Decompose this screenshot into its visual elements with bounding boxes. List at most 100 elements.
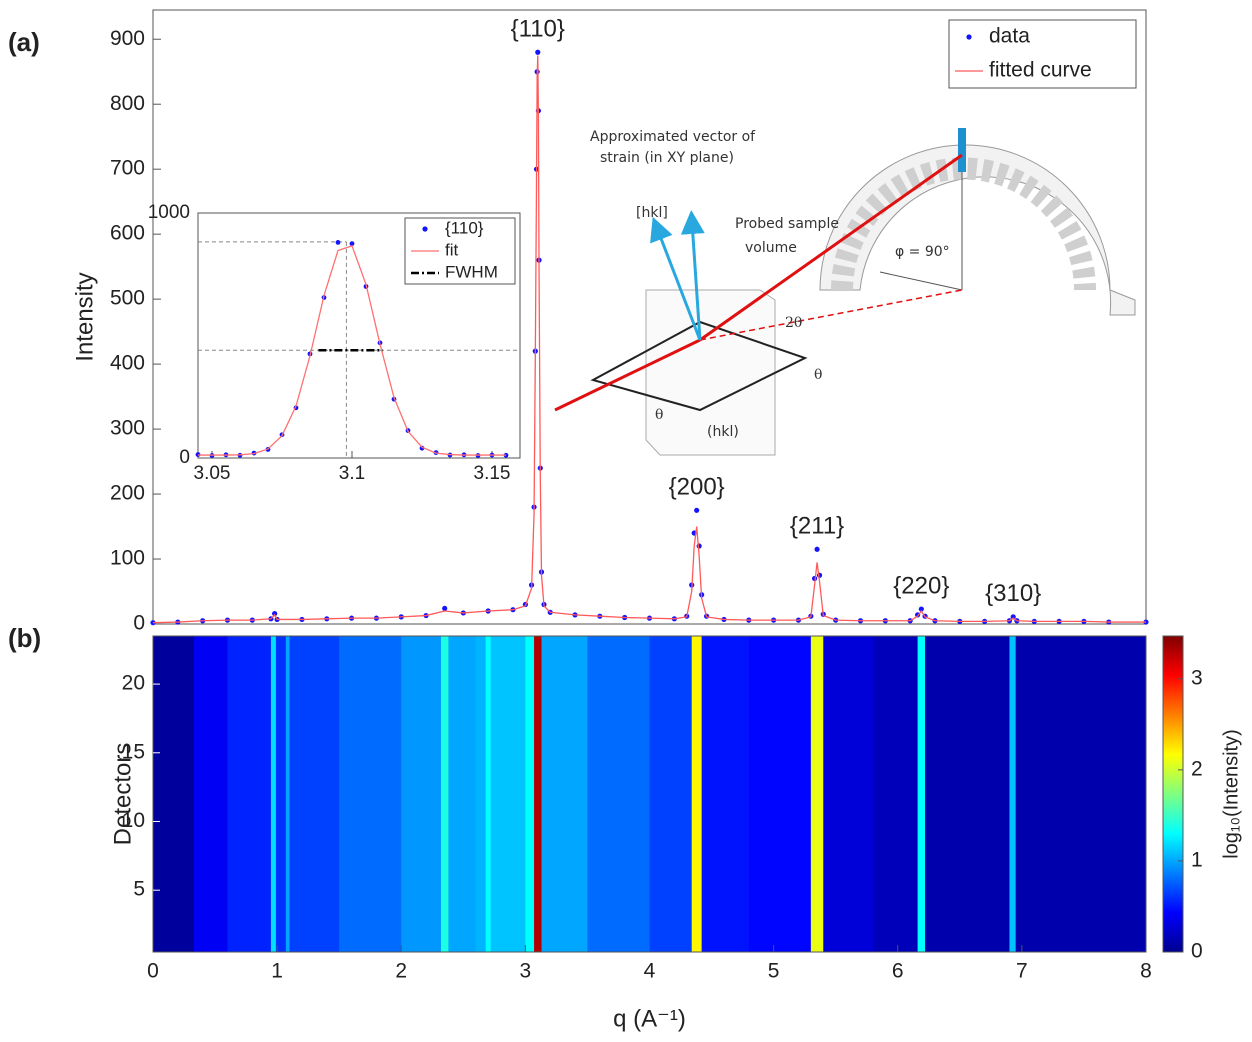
fit-line bbox=[152, 55, 1146, 624]
colorbar-tick-label: 0 bbox=[1191, 940, 1203, 963]
legend-symbol bbox=[966, 34, 972, 40]
diagram-label: θ bbox=[655, 407, 663, 423]
data-point bbox=[696, 543, 702, 549]
y-tick-label: 5 bbox=[133, 878, 145, 901]
colorbar-tick-label: 3 bbox=[1191, 666, 1203, 689]
data-point bbox=[419, 445, 425, 451]
heatmap-cell bbox=[587, 636, 650, 952]
diagram-label: Approximated vector of bbox=[590, 129, 756, 145]
x-tick-label: 8 bbox=[1140, 960, 1152, 983]
y-tick-label: 200 bbox=[110, 482, 145, 505]
fit-line bbox=[198, 245, 506, 456]
data-point bbox=[814, 546, 820, 552]
data-point bbox=[272, 611, 278, 617]
inset: 0 1000 3.05 3.1 3.15 {110} fit FWHM bbox=[148, 202, 521, 484]
x-tick-label: 4 bbox=[644, 960, 656, 983]
heatmap-cell bbox=[701, 636, 750, 952]
colorbar-tick-label: 2 bbox=[1191, 757, 1203, 780]
x-tick-label: 1 bbox=[271, 960, 283, 983]
heatmap-cell bbox=[541, 636, 588, 952]
y-tick-label: 0 bbox=[133, 612, 145, 635]
x-tick-label: 6 bbox=[892, 960, 904, 983]
data-point bbox=[442, 605, 448, 612]
hkl-vector bbox=[650, 216, 702, 341]
y-axis-label: Detectors bbox=[109, 743, 136, 846]
legend-label: fitted curve bbox=[989, 59, 1092, 82]
heatmap-cell bbox=[925, 636, 973, 952]
legend-label: FWHM bbox=[445, 262, 498, 281]
y-tick-label: 400 bbox=[110, 352, 145, 375]
heatmap-cell bbox=[485, 636, 492, 952]
heatmap-cell bbox=[339, 636, 402, 952]
y-tick-label: 1000 bbox=[148, 202, 190, 223]
diagram: Approximated vector of strain (in XY pla… bbox=[466, 128, 1136, 456]
y-tick-label: 20 bbox=[122, 672, 145, 695]
heatmap-cell bbox=[534, 636, 542, 952]
panel-label: (b) bbox=[8, 623, 41, 653]
data-point bbox=[535, 49, 541, 55]
x-tick-label: 3 bbox=[520, 960, 532, 983]
y-tick-label: 15 bbox=[122, 740, 145, 763]
diagram-label: volume bbox=[745, 240, 797, 256]
legend-label: fit bbox=[445, 240, 459, 259]
x-tick-label: 3.05 bbox=[194, 463, 231, 484]
colorbar-tick-label: 1 bbox=[1191, 848, 1203, 871]
y-tick-label: 800 bbox=[110, 92, 145, 115]
y-tick-label: 600 bbox=[110, 222, 145, 245]
hkl-plane bbox=[590, 320, 808, 412]
heatmap-cell bbox=[748, 636, 812, 952]
legend-label: {110} bbox=[445, 218, 484, 237]
legend-symbol bbox=[422, 226, 428, 232]
diagram-label: 2θ bbox=[785, 315, 802, 331]
x-axis-label: q (A⁻¹) bbox=[613, 1005, 686, 1032]
colorbar-label: log₁₀(Intensity) bbox=[1220, 729, 1242, 859]
y-tick-label: 10 bbox=[122, 809, 145, 832]
data-point bbox=[694, 507, 700, 513]
x-tick-label: 0 bbox=[147, 960, 159, 983]
diagram-label: strain (in XY plane) bbox=[600, 150, 734, 166]
peak-label: {220} bbox=[893, 572, 949, 599]
beam-extension bbox=[699, 289, 963, 341]
y-axis-label: Intensity bbox=[71, 272, 98, 361]
y-tick-label: 300 bbox=[110, 417, 145, 440]
diagram-label: (hkl) bbox=[707, 424, 739, 440]
data-point bbox=[150, 620, 156, 626]
heatmap-cell bbox=[227, 636, 272, 952]
heatmap-cell bbox=[475, 636, 487, 952]
peak-label: {310} bbox=[985, 580, 1041, 607]
panel-label: (a) bbox=[8, 27, 40, 57]
heatmap-cell bbox=[153, 636, 195, 952]
x-tick-label: 7 bbox=[1016, 960, 1028, 983]
x-tick-label: 3.1 bbox=[339, 463, 365, 484]
x-tick-label: 2 bbox=[395, 960, 407, 983]
heatmap-cell bbox=[649, 636, 693, 952]
heatmap-cell bbox=[289, 636, 340, 952]
y-tick-label: 700 bbox=[110, 157, 145, 180]
heatmap-cell bbox=[691, 636, 703, 952]
legend-label: data bbox=[989, 25, 1030, 48]
diagram-label: θ bbox=[814, 367, 822, 383]
heatmap-cell bbox=[401, 636, 442, 952]
data-point bbox=[1010, 614, 1016, 620]
peak-label: {211} bbox=[790, 513, 844, 540]
y-tick-label: 0 bbox=[179, 447, 190, 468]
diagram-label: φ = 90° bbox=[895, 244, 950, 260]
heatmap-cell bbox=[823, 636, 874, 952]
x-tick-label: 3.15 bbox=[474, 463, 511, 484]
y-tick-label: 500 bbox=[110, 287, 145, 310]
incident-beam bbox=[554, 338, 701, 412]
heatmap-cell bbox=[275, 636, 287, 952]
diagram-label: Probed sample bbox=[735, 216, 839, 232]
legend-box bbox=[948, 19, 1137, 89]
heatmap-cell bbox=[917, 636, 926, 952]
heatmap-cell bbox=[1009, 636, 1017, 952]
data-point bbox=[918, 606, 924, 612]
heatmap-cell bbox=[972, 636, 1010, 952]
heatmap-cell bbox=[525, 636, 535, 952]
heatmap-cell bbox=[270, 636, 277, 952]
heatmap-cell bbox=[448, 636, 477, 952]
heatmap-cell bbox=[872, 636, 919, 952]
peak-label: {200} bbox=[669, 474, 725, 501]
heatmap-cell bbox=[810, 636, 824, 952]
diagram-label: [hkl] bbox=[636, 205, 668, 221]
